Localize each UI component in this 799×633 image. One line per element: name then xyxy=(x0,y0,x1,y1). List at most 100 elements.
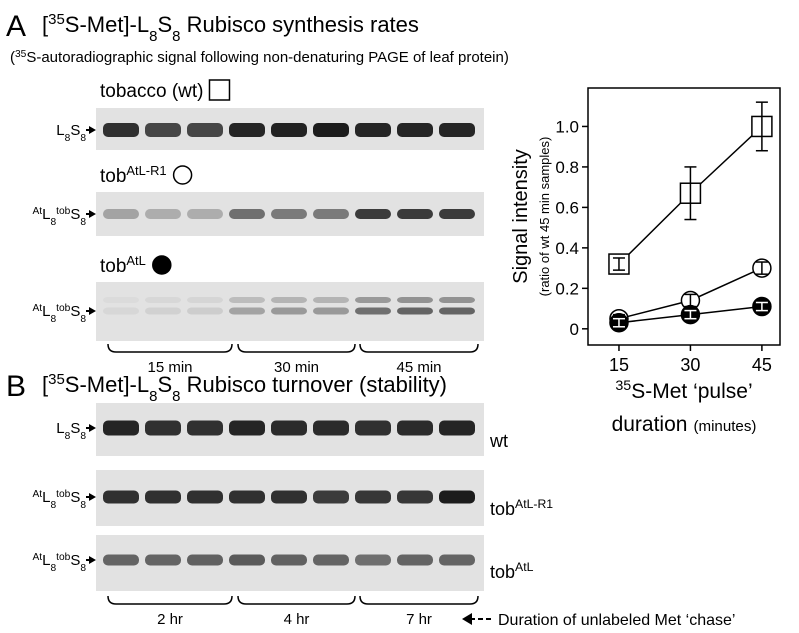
gel-band xyxy=(229,209,265,219)
gel-band xyxy=(355,307,391,315)
arrow-head xyxy=(89,493,96,501)
text-run: At xyxy=(32,489,42,500)
gel-band xyxy=(145,297,181,303)
text-run: S xyxy=(70,552,80,569)
chase-arrow-head xyxy=(462,613,472,625)
line-label: tobAtL-R1 xyxy=(490,497,553,519)
arrow-head xyxy=(89,210,96,218)
text-run: tob xyxy=(490,562,515,582)
text-run: [ xyxy=(42,372,48,397)
text-run: 8 xyxy=(149,28,157,45)
text-run: 8 xyxy=(65,133,71,144)
text-run: tob xyxy=(56,489,70,500)
text-run: 35 xyxy=(15,49,27,60)
text-run: 8 xyxy=(50,500,56,511)
panel-letter: B xyxy=(6,370,26,403)
legend-marker xyxy=(152,255,172,275)
gel-band xyxy=(355,209,391,219)
text-run: 35 xyxy=(615,378,631,394)
text-run: L xyxy=(42,303,50,320)
gel-band xyxy=(313,307,349,315)
row-label: AtL8tobS8 xyxy=(32,552,86,574)
time-label: 45 min xyxy=(396,359,441,376)
y-tick-label: 0.8 xyxy=(555,158,579,177)
gel-band xyxy=(355,297,391,303)
gel-band xyxy=(145,490,181,504)
text-run: tob xyxy=(100,166,126,187)
legend-marker xyxy=(172,165,193,185)
text-run: L xyxy=(56,420,64,437)
row-label: L8S8 xyxy=(56,420,86,442)
gel-band xyxy=(187,209,223,219)
gel-band xyxy=(313,554,349,566)
arrow-head xyxy=(89,424,96,432)
gel-band xyxy=(271,297,307,303)
text-run: 8 xyxy=(80,133,86,144)
panel-letter: A xyxy=(6,10,26,43)
text-run: duration xyxy=(612,413,688,436)
gel-band xyxy=(187,554,223,566)
bracket xyxy=(237,595,356,605)
gel-band xyxy=(271,307,307,315)
text-run: S xyxy=(157,372,172,397)
text-run: L xyxy=(42,552,50,569)
y-tick-label: 1.0 xyxy=(555,117,579,136)
text-run: S xyxy=(70,420,80,437)
text-run: 8 xyxy=(50,314,56,325)
text-run: 8 xyxy=(80,217,86,228)
row-label: AtL8tobS8 xyxy=(32,489,86,511)
time-label: 2 hr xyxy=(157,611,183,628)
chase-note: Duration of unlabeled Met ‘chase’ xyxy=(498,612,735,629)
plot-frame xyxy=(587,87,781,346)
text-run: tob xyxy=(56,206,70,217)
arrow-head xyxy=(89,126,96,134)
bracket xyxy=(359,343,479,353)
panel-title: [35S-Met]-L8S8 Rubisco turnover (stabili… xyxy=(42,371,447,405)
text-run: S-autoradiographic signal following non-… xyxy=(26,49,509,66)
gel-band xyxy=(103,209,139,219)
legend-marker xyxy=(208,79,231,101)
text-run: S xyxy=(70,489,80,506)
gel-band xyxy=(103,123,139,137)
text-run: 8 xyxy=(50,217,56,228)
gel-band xyxy=(103,490,139,504)
gel-band xyxy=(145,209,181,219)
gel-band xyxy=(313,123,349,137)
gel-band xyxy=(229,123,265,137)
gel-band xyxy=(103,554,139,566)
text-run: wt xyxy=(489,431,508,451)
gel-band xyxy=(145,554,181,566)
gel-band xyxy=(229,490,265,504)
gel-band xyxy=(397,209,433,219)
gel-band xyxy=(145,307,181,315)
text-run: 8 xyxy=(65,431,71,442)
text-run: [ xyxy=(42,12,48,37)
text-run: At xyxy=(32,303,42,314)
gel-heading: tobAtL-R1 xyxy=(100,163,167,188)
panel-subtitle: (35S-autoradiographic signal following n… xyxy=(10,49,509,67)
gel-band xyxy=(229,420,265,436)
gel-band xyxy=(271,123,307,137)
gel-band xyxy=(313,209,349,219)
text-run: S-Met]-L xyxy=(65,372,149,397)
text-run: S xyxy=(157,12,172,37)
row-label: L8S8 xyxy=(56,122,86,144)
gel-band xyxy=(271,490,307,504)
bracket xyxy=(107,343,233,353)
gel-band xyxy=(103,307,139,315)
gel-band xyxy=(229,297,265,303)
x-axis-label: duration (minutes) xyxy=(612,413,757,436)
line-label: tobAtL xyxy=(490,560,534,582)
text-run: S-Met ‘pulse’ xyxy=(631,380,752,403)
text-run: S xyxy=(70,303,80,320)
gel-band xyxy=(187,123,223,137)
bracket xyxy=(359,595,479,605)
gel-band xyxy=(439,123,475,137)
text-run: L xyxy=(42,206,50,223)
gel-band xyxy=(271,554,307,566)
text-run: tobacco (wt) xyxy=(100,81,203,102)
gel-band xyxy=(355,490,391,504)
text-run: tob xyxy=(490,499,515,519)
row-label: AtL8tobS8 xyxy=(32,303,86,325)
